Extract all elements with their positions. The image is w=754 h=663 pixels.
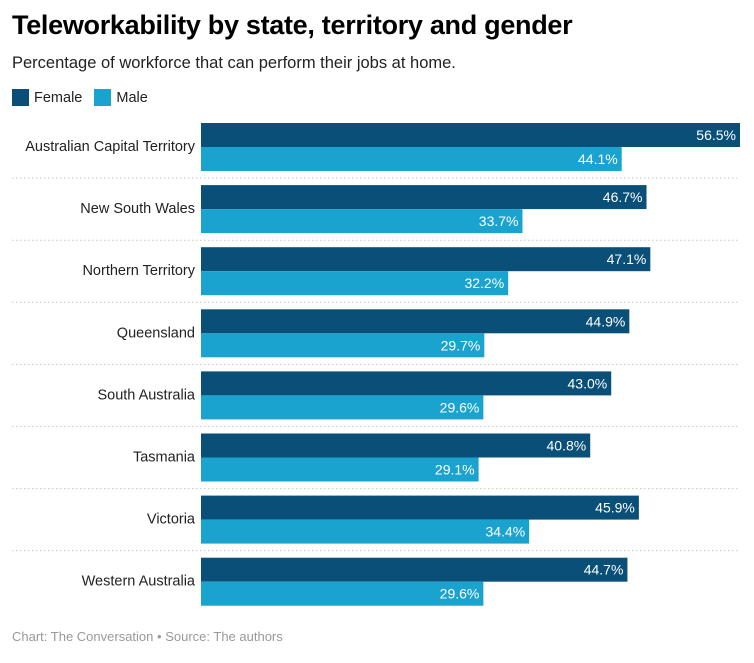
bar-female-tasmania bbox=[201, 433, 591, 458]
footer-separator: • bbox=[157, 629, 162, 644]
bar-male-queensland bbox=[201, 333, 485, 358]
data-label-male-western-australia: 29.6% bbox=[440, 586, 480, 602]
category-label-australian-capital-territory: Australian Capital Territory bbox=[25, 139, 196, 155]
bar-male-australian-capital-territory bbox=[201, 147, 622, 171]
category-label-western-australia: Western Australia bbox=[82, 574, 196, 590]
data-label-male-new-south-wales: 33.7% bbox=[479, 213, 519, 229]
legend-item-male: Male bbox=[94, 89, 148, 106]
bar-female-victoria bbox=[201, 495, 639, 520]
bar-male-south-australia bbox=[201, 395, 484, 420]
legend: Female Male bbox=[12, 89, 160, 106]
bar-female-western-australia bbox=[201, 557, 628, 582]
bar-female-northern-territory bbox=[201, 247, 651, 272]
category-label-new-south-wales: New South Wales bbox=[80, 201, 195, 217]
chart-subtitle: Percentage of workforce that can perform… bbox=[12, 54, 456, 72]
chart-credit: Chart: The Conversation bbox=[12, 629, 154, 644]
bar-female-queensland bbox=[201, 309, 630, 334]
data-label-male-south-australia: 29.6% bbox=[440, 399, 480, 415]
bar-male-new-south-wales bbox=[201, 209, 523, 234]
chart-title: Teleworkability by state, territory and … bbox=[12, 10, 573, 40]
legend-swatch-male bbox=[94, 89, 112, 106]
data-label-female-queensland: 44.9% bbox=[586, 313, 626, 329]
bar-female-new-south-wales bbox=[201, 185, 647, 210]
bar-female-south-australia bbox=[201, 371, 612, 396]
data-label-female-western-australia: 44.7% bbox=[584, 562, 624, 578]
data-label-male-victoria: 34.4% bbox=[485, 524, 525, 540]
bar-male-victoria bbox=[201, 519, 530, 544]
data-label-female-victoria: 45.9% bbox=[595, 500, 635, 516]
data-label-female-tasmania: 40.8% bbox=[547, 438, 587, 454]
category-label-queensland: Queensland bbox=[117, 325, 195, 341]
bar-male-northern-territory bbox=[201, 271, 509, 296]
bar-male-tasmania bbox=[201, 457, 479, 482]
data-label-male-queensland: 29.7% bbox=[441, 337, 481, 353]
data-label-female-northern-territory: 47.1% bbox=[607, 251, 647, 267]
data-label-female-south-australia: 43.0% bbox=[568, 375, 608, 391]
legend-item-female: Female bbox=[12, 89, 82, 106]
category-label-south-australia: South Australia bbox=[97, 387, 195, 403]
bar-female-australian-capital-territory bbox=[201, 123, 740, 147]
chart-footer: Chart: The Conversation • Source: The au… bbox=[12, 629, 283, 644]
data-label-male-australian-capital-territory: 44.1% bbox=[578, 151, 618, 167]
legend-label-male: Male bbox=[116, 89, 148, 106]
data-label-female-new-south-wales: 46.7% bbox=[603, 189, 643, 205]
chart-source: Source: The authors bbox=[165, 629, 283, 644]
data-label-male-northern-territory: 32.2% bbox=[464, 275, 504, 291]
bar-male-western-australia bbox=[201, 581, 484, 606]
category-label-victoria: Victoria bbox=[147, 512, 196, 528]
category-label-tasmania: Tasmania bbox=[133, 450, 196, 466]
legend-swatch-female bbox=[12, 89, 29, 106]
category-label-northern-territory: Northern Territory bbox=[82, 263, 195, 279]
legend-label-female: Female bbox=[34, 89, 83, 106]
data-label-male-tasmania: 29.1% bbox=[435, 462, 475, 478]
data-label-female-australian-capital-territory: 56.5% bbox=[696, 127, 736, 143]
